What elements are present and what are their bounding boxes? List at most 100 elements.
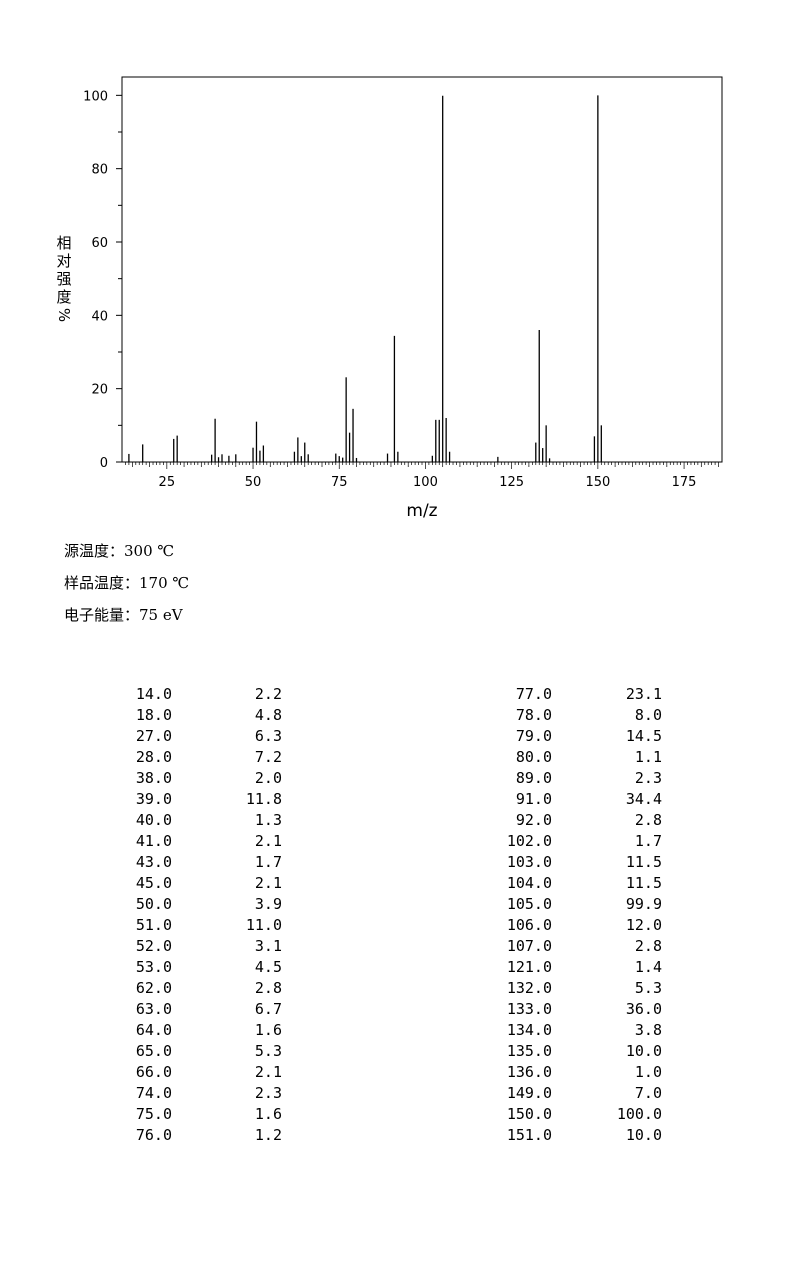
plot-frame xyxy=(121,76,723,463)
peak-intensity: 11.8 xyxy=(245,790,282,808)
peak-mz: 14.0 xyxy=(135,685,172,703)
peak-intensity: 12.0 xyxy=(625,916,662,934)
peak-row: 151.0 10.0 xyxy=(492,1125,662,1146)
x-tick-label: 25 xyxy=(159,475,176,490)
peak-row: 14.0 2.2 xyxy=(112,684,282,705)
peak-intensity: 5.3 xyxy=(254,1042,282,1060)
y-tick-label: 100 xyxy=(83,89,108,104)
peak-intensity: 6.7 xyxy=(254,1000,282,1018)
y-axis-label-char: 对 xyxy=(56,252,72,270)
peak-mz: 43.0 xyxy=(135,853,172,871)
peak-row: 75.0 1.6 xyxy=(112,1104,282,1125)
peak-intensity: 10.0 xyxy=(625,1042,662,1060)
peak-intensity: 10.0 xyxy=(625,1126,662,1144)
peak-mz: 91.0 xyxy=(515,790,552,808)
peak-mz: 45.0 xyxy=(135,874,172,892)
spectrum-peaks xyxy=(128,95,602,462)
peak-mz: 64.0 xyxy=(135,1021,172,1039)
peak-intensity: 14.5 xyxy=(625,727,662,745)
peak-mz: 66.0 xyxy=(135,1063,172,1081)
peak-mz: 65.0 xyxy=(135,1042,172,1060)
peak-mz: 52.0 xyxy=(135,937,172,955)
peak-table-right: 77.0 23.1 78.0 8.0 79.0 14.5 80.0 1.1 89.0 2.3 91.… xyxy=(492,684,662,1146)
peak-mz: 134.0 xyxy=(506,1021,552,1039)
x-tick-label: 75 xyxy=(331,475,348,490)
peak-row: 121.0 1.4 xyxy=(492,957,662,978)
peak-row: 77.0 23.1 xyxy=(492,684,662,705)
peak-row: 106.0 12.0 xyxy=(492,915,662,936)
peak-intensity: 1.7 xyxy=(634,832,662,850)
peak-mz: 76.0 xyxy=(135,1126,172,1144)
peak-intensity: 1.1 xyxy=(634,748,662,766)
peak-mz: 74.0 xyxy=(135,1084,172,1102)
peak-mz: 78.0 xyxy=(515,706,552,724)
y-axis-unit: % xyxy=(55,307,73,323)
peak-intensity: 2.3 xyxy=(254,1084,282,1102)
peak-table-left: 14.0 2.2 18.0 4.8 27.0 6.3 28.0 7.2 38.0 2.0 39.0 1… xyxy=(112,684,282,1146)
peak-row: 64.0 1.6 xyxy=(112,1020,282,1041)
peak-mz: 28.0 xyxy=(135,748,172,766)
x-tick-label: 100 xyxy=(413,475,438,490)
peak-row: 76.0 1.2 xyxy=(112,1125,282,1146)
peak-intensity: 100.0 xyxy=(616,1105,662,1123)
peak-intensity: 1.4 xyxy=(634,958,662,976)
peak-row: 18.0 4.8 xyxy=(112,705,282,726)
peak-mz: 53.0 xyxy=(135,958,172,976)
peak-intensity: 2.2 xyxy=(254,685,282,703)
x-tick-label: 150 xyxy=(585,475,610,490)
peak-intensity: 7.2 xyxy=(254,748,282,766)
peak-row: 107.0 2.8 xyxy=(492,936,662,957)
source-temperature: 源温度：300 ℃ xyxy=(64,542,175,560)
peak-mz: 27.0 xyxy=(135,727,172,745)
peak-intensity: 3.1 xyxy=(254,937,282,955)
peak-mz: 51.0 xyxy=(135,916,172,934)
peak-intensity: 8.0 xyxy=(634,706,662,724)
y-axis-ticks: 0 20 40 60 80 100 xyxy=(83,89,122,471)
peak-row: 28.0 7.2 xyxy=(112,747,282,768)
sample-temperature: 样品温度：170 ℃ xyxy=(64,574,190,592)
mass-spectrum-chart: 0 20 40 60 80 100 25 50 75 100 125 150 175 m/z xyxy=(83,76,723,521)
peak-intensity: 2.1 xyxy=(254,874,282,892)
peak-intensity: 11.0 xyxy=(245,916,282,934)
x-tick-label: 125 xyxy=(499,475,524,490)
peak-mz: 149.0 xyxy=(506,1084,552,1102)
peak-mz: 106.0 xyxy=(506,916,552,934)
y-tick-label: 80 xyxy=(91,163,108,178)
peak-intensity: 6.3 xyxy=(254,727,282,745)
peak-row: 91.0 34.4 xyxy=(492,789,662,810)
peak-intensity: 4.8 xyxy=(254,706,282,724)
peak-intensity: 2.8 xyxy=(634,811,662,829)
peak-mz: 18.0 xyxy=(135,706,172,724)
x-tick-label: 175 xyxy=(672,475,697,490)
peak-mz: 41.0 xyxy=(135,832,172,850)
peak-row: 74.0 2.3 xyxy=(112,1083,282,1104)
peak-row: 89.0 2.3 xyxy=(492,768,662,789)
peak-mz: 80.0 xyxy=(515,748,552,766)
peak-row: 39.0 11.8 xyxy=(112,789,282,810)
peak-row: 104.0 11.5 xyxy=(492,873,662,894)
peak-row: 63.0 6.7 xyxy=(112,999,282,1020)
peak-row: 135.0 10.0 xyxy=(492,1041,662,1062)
peak-intensity: 2.3 xyxy=(634,769,662,787)
peak-mz: 102.0 xyxy=(506,832,552,850)
peak-intensity: 34.4 xyxy=(625,790,662,808)
peak-row: 51.0 11.0 xyxy=(112,915,282,936)
peak-mz: 39.0 xyxy=(135,790,172,808)
peak-row: 50.0 3.9 xyxy=(112,894,282,915)
peak-row: 134.0 3.8 xyxy=(492,1020,662,1041)
peak-mz: 121.0 xyxy=(506,958,552,976)
peak-row: 150.0 100.0 xyxy=(492,1104,662,1125)
peak-mz: 136.0 xyxy=(506,1063,552,1081)
peak-row: 79.0 14.5 xyxy=(492,726,662,747)
peak-row: 40.0 1.3 xyxy=(112,810,282,831)
peak-intensity: 2.8 xyxy=(634,937,662,955)
peak-intensity: 23.1 xyxy=(625,685,662,703)
peak-row: 78.0 8.0 xyxy=(492,705,662,726)
y-tick-label: 60 xyxy=(91,236,108,251)
peak-row: 136.0 1.0 xyxy=(492,1062,662,1083)
peak-row: 52.0 3.1 xyxy=(112,936,282,957)
peak-intensity: 2.1 xyxy=(254,1063,282,1081)
peak-row: 133.0 36.0 xyxy=(492,999,662,1020)
peak-mz: 79.0 xyxy=(515,727,552,745)
peak-mz: 63.0 xyxy=(135,1000,172,1018)
